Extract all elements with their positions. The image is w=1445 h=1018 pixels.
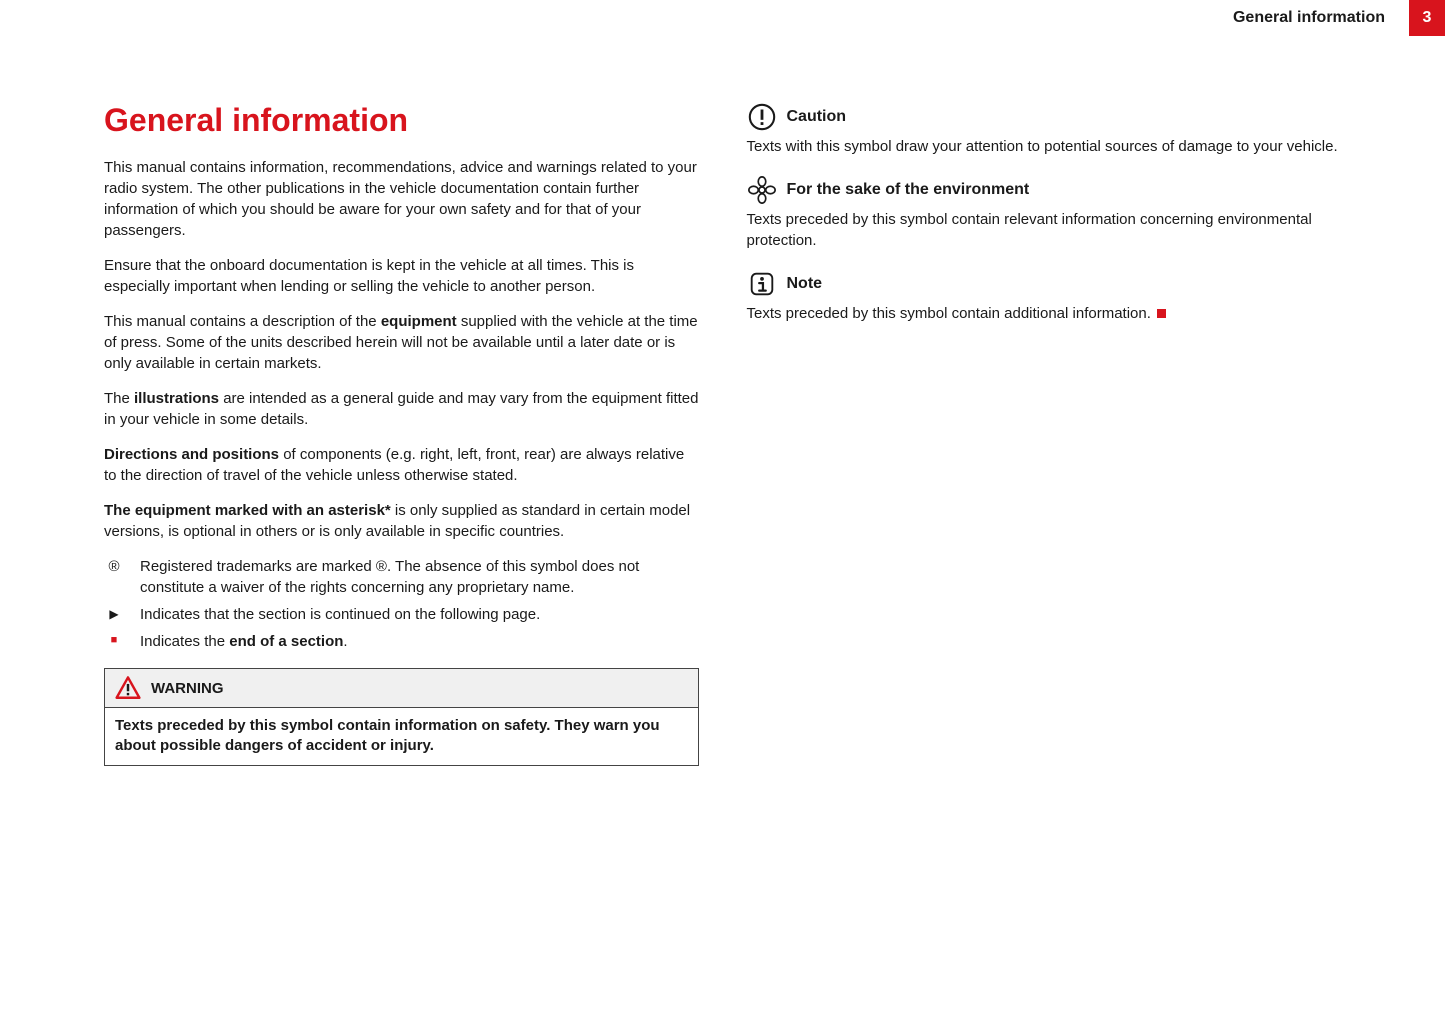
caution-label: Caution	[787, 108, 847, 126]
intro-p2: Ensure that the onboard documentation is…	[104, 255, 699, 297]
note-block: Note Texts preceded by this symbol conta…	[747, 269, 1342, 324]
p6-bold: The equipment marked with an asterisk*	[104, 502, 391, 519]
p3-pre: This manual contains a description of th…	[104, 313, 381, 330]
caution-icon	[747, 102, 777, 132]
intro-p1: This manual contains information, recomm…	[104, 157, 699, 241]
warning-icon	[115, 675, 141, 701]
li3-pre: Indicates the	[140, 633, 229, 650]
intro-p5: Directions and positions of components (…	[104, 444, 699, 486]
registered-icon: ®	[104, 556, 124, 576]
li3-bold: end of a section	[229, 633, 343, 650]
list-item-text: Indicates the end of a section.	[140, 631, 348, 652]
environment-body: Texts preceded by this symbol contain re…	[747, 209, 1342, 251]
right-column: Caution Texts with this symbol draw your…	[747, 102, 1342, 766]
caution-header: Caution	[747, 102, 1342, 132]
header-title: General information	[1233, 9, 1385, 27]
warning-box: WARNING Texts preceded by this symbol co…	[104, 668, 699, 766]
flower-icon	[747, 175, 777, 205]
symbol-legend: ® Registered trademarks are marked ®. Th…	[104, 556, 699, 652]
p3-bold: equipment	[381, 313, 457, 330]
list-item: ▶ Indicates that the section is continue…	[104, 604, 699, 625]
note-header: Note	[747, 269, 1342, 299]
note-label: Note	[787, 275, 823, 293]
page-content: General information This manual contains…	[104, 102, 1341, 766]
intro-p6: The equipment marked with an asterisk* i…	[104, 500, 699, 542]
environment-block: For the sake of the environment Texts pr…	[747, 175, 1342, 251]
warning-label: WARNING	[151, 680, 224, 697]
page-title: General information	[104, 102, 699, 139]
caution-block: Caution Texts with this symbol draw your…	[747, 102, 1342, 157]
environment-header: For the sake of the environment	[747, 175, 1342, 205]
p4-pre: The	[104, 390, 134, 407]
p4-bold: illustrations	[134, 390, 219, 407]
caution-body: Texts with this symbol draw your attenti…	[747, 136, 1342, 157]
p5-bold: Directions and positions	[104, 446, 279, 463]
end-section-icon: ■	[104, 631, 124, 651]
note-body: Texts preceded by this symbol contain ad…	[747, 303, 1342, 324]
info-icon	[747, 269, 777, 299]
page-header: General information 3	[1233, 0, 1445, 36]
list-item-text: Indicates that the section is continued …	[140, 604, 540, 625]
continue-icon: ▶	[104, 604, 124, 624]
end-section-icon	[1157, 309, 1166, 318]
note-body-text: Texts preceded by this symbol contain ad…	[747, 305, 1151, 322]
warning-header: WARNING	[105, 669, 698, 708]
li3-post: .	[343, 633, 347, 650]
page-number: 3	[1409, 0, 1445, 36]
warning-body: Texts preceded by this symbol contain in…	[105, 708, 698, 765]
intro-p3: This manual contains a description of th…	[104, 311, 699, 374]
list-item-text: Registered trademarks are marked ®. The …	[140, 556, 699, 598]
list-item: ■ Indicates the end of a section.	[104, 631, 699, 652]
environment-label: For the sake of the environment	[787, 181, 1030, 199]
left-column: General information This manual contains…	[104, 102, 699, 766]
list-item: ® Registered trademarks are marked ®. Th…	[104, 556, 699, 598]
intro-p4: The illustrations are intended as a gene…	[104, 388, 699, 430]
